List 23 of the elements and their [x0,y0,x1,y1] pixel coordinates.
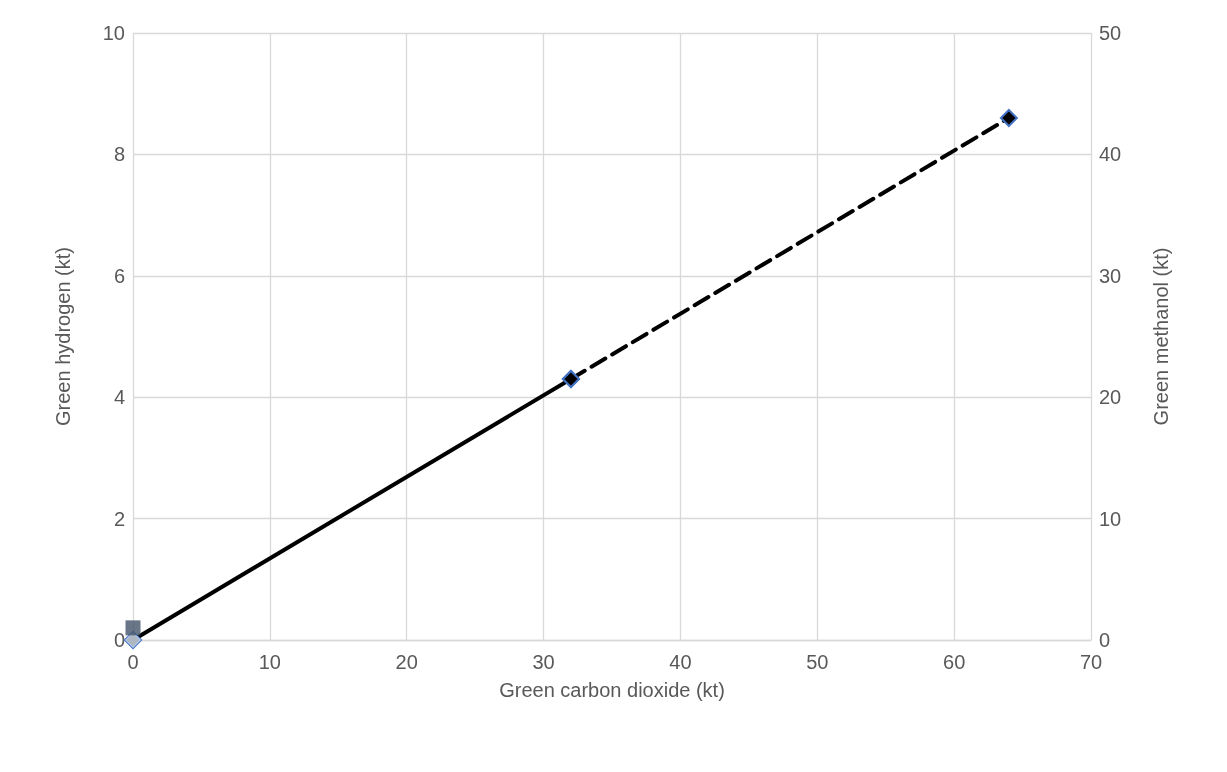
x-axis-title: Green carbon dioxide (kt) [499,679,725,701]
y-tick-label: 0 [113,629,125,651]
x-tick-label: 50 [806,651,829,673]
x-tick-label: 20 [395,651,418,673]
y-tick-label: 6 [113,264,125,287]
y2-axis-title: Green methanol (kt) [1150,247,1172,426]
y2-tick-label: 10 [1099,507,1122,530]
y-tick-label: 10 [102,22,125,44]
x-tick-label: 30 [532,651,555,673]
x-tick-label: 70 [1079,651,1103,673]
x-tick-label: 40 [669,651,692,673]
y-tick-label: 8 [113,143,125,166]
x-tick-label: 10 [258,651,281,673]
y-tick-label: 4 [113,386,125,409]
y2-tick-label: 40 [1099,143,1122,166]
y-tick-label: 2 [113,507,125,530]
y2-tick-label: 30 [1099,264,1122,287]
x-tick-label: 0 [127,651,139,673]
x-tick-label: 60 [943,651,966,673]
y2-tick-label: 20 [1099,386,1122,409]
y-axis-title: Green hydrogen (kt) [52,247,74,426]
y2-tick-label: 50 [1099,22,1122,44]
y2-tick-label: 0 [1099,629,1111,651]
